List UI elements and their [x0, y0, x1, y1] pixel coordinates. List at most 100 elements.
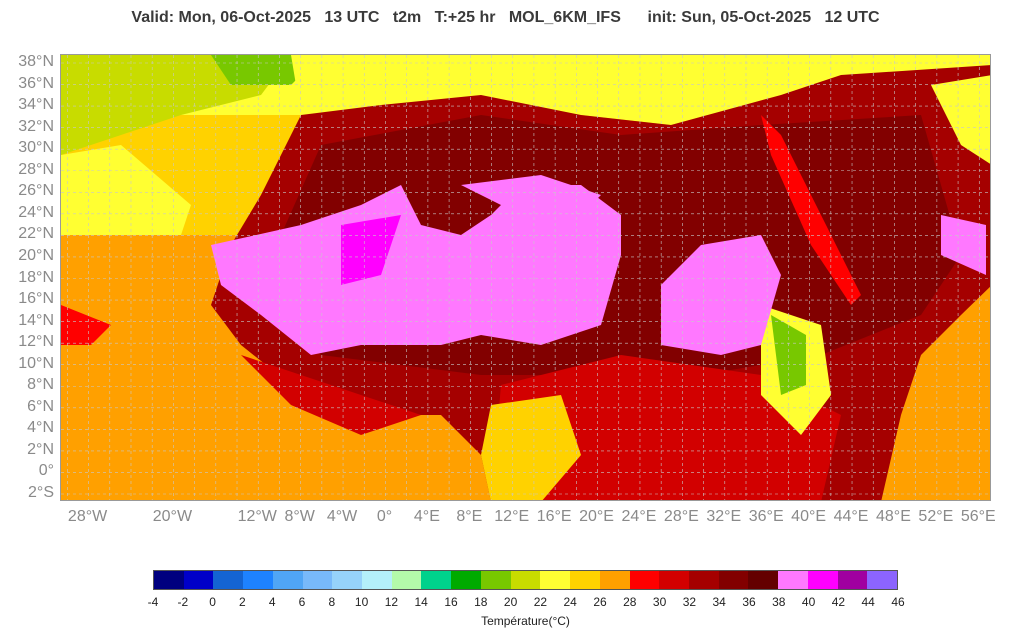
latitude-label: 8°N	[27, 376, 54, 394]
colorbar-tick-label: 46	[891, 595, 905, 609]
colorbar-swatch	[659, 571, 689, 589]
sahara-extreme	[211, 185, 621, 355]
latitude-label: 30°N	[18, 139, 54, 157]
colorbar-tick-label: 38	[772, 595, 786, 609]
latitude-label: 16°N	[18, 290, 54, 308]
colorbar-tick-label: 20	[503, 595, 518, 609]
longitude-label: 40°E	[791, 508, 827, 525]
latitude-label: 24°N	[18, 203, 54, 221]
libya-extreme	[461, 175, 601, 215]
longitude-label: 52°E	[918, 508, 954, 525]
longitude-label: 48°E	[876, 508, 911, 525]
sudan-extreme	[661, 235, 781, 355]
longitude-label: 4°W	[326, 508, 358, 525]
colorbar-tick-label: 16	[444, 595, 458, 609]
colorbar-swatch	[688, 571, 719, 589]
latitude-label: 12°N	[18, 333, 54, 351]
colorbar-swatch	[272, 571, 303, 589]
ocean-yellow	[61, 145, 191, 235]
colorbar-swatch	[510, 571, 541, 589]
colorbar-swatch	[778, 571, 808, 589]
longitude-label: 28°W	[67, 508, 108, 525]
colorbar-swatch	[213, 571, 244, 589]
colorbar-tick-label: 14	[414, 595, 428, 609]
colorbar-tick-label: 30	[652, 595, 667, 609]
colorbar-title: Température(°C)	[481, 614, 570, 628]
colorbar-tick-label: 34	[712, 595, 726, 609]
colorbar-tick-label: 18	[474, 595, 488, 609]
longitude-label: 32°E	[706, 508, 742, 525]
longitude-label: 20°E	[579, 508, 614, 525]
colorbar-tick-label: 0	[209, 595, 216, 609]
longitude-label: 16°E	[536, 508, 572, 525]
colorbar-tick-label: 6	[298, 595, 306, 609]
red-sea	[761, 115, 861, 305]
colorbar-tick-label: 28	[623, 595, 637, 609]
land-south	[491, 355, 841, 500]
latitude-label: 26°N	[18, 182, 54, 200]
ocean-hot	[61, 305, 111, 345]
colorbar-swatch	[629, 571, 660, 589]
latitude-label: 2°S	[28, 484, 54, 501]
longitude-label: 56°E	[960, 508, 996, 525]
colorbar-swatch	[480, 571, 511, 589]
colorbar-swatch	[421, 571, 452, 589]
mali-hotspot	[341, 215, 401, 285]
longitude-label: 12°E	[494, 508, 530, 525]
latitude-label: 18°N	[18, 268, 54, 286]
longitude-label: 28°E	[663, 508, 699, 525]
colorbar-swatch	[540, 571, 571, 589]
colorbar-swatch	[599, 571, 630, 589]
colorbar-swatch	[391, 571, 422, 589]
latitude-label: 22°N	[18, 225, 54, 243]
longitude-label: 4°E	[413, 508, 440, 525]
west-africa-coast	[241, 355, 421, 435]
colorbar-swatch	[807, 571, 838, 589]
latitude-label: 14°N	[18, 311, 54, 329]
colorbar-swatch	[570, 571, 600, 589]
colorbar-tick-label: 24	[563, 595, 577, 609]
latitude-label: 10°N	[18, 354, 54, 372]
colorbar-tick-label: 32	[682, 595, 697, 609]
longitude-label: 0°	[376, 508, 393, 525]
arabia-extreme	[941, 215, 986, 275]
colorbar-tick-label: 22	[533, 595, 548, 609]
longitude-label: 20°W	[152, 508, 193, 525]
colorbar-tick-label: 44	[861, 595, 875, 609]
colorbar-swatch	[362, 571, 392, 589]
colorbar-tick-label: 4	[268, 595, 276, 609]
colorbar-tick-label: 40	[801, 595, 816, 609]
latitude-label: 38°N	[18, 53, 54, 70]
latitude-label: 32°N	[18, 117, 54, 135]
graticule	[61, 55, 990, 500]
longitude-label: 36°E	[748, 508, 784, 525]
colorbar-swatch	[451, 571, 481, 589]
longitude-label: 8°E	[456, 508, 483, 525]
colorbar-swatch	[302, 571, 333, 589]
latitude-label: 2°N	[27, 440, 54, 458]
colorbar-swatch	[332, 571, 363, 589]
colorbar-swatch	[243, 571, 273, 589]
colorbar-swatch	[748, 571, 779, 589]
temperature-map	[60, 54, 991, 501]
latitude-label: 6°N	[27, 397, 54, 415]
latitude-label: 4°N	[27, 419, 54, 437]
colorbar-tick-label: 36	[742, 595, 756, 609]
longitude-label: 12°W	[237, 508, 277, 525]
temperature-field	[61, 55, 990, 500]
colorbar-swatch	[867, 571, 897, 589]
colorbar-tick-label: -4	[147, 595, 159, 609]
colorbar-swatch	[154, 571, 184, 589]
colorbar-tick-label: 10	[354, 595, 369, 609]
latitude-label: 34°N	[18, 96, 54, 114]
latitude-label: 36°N	[18, 74, 54, 92]
colorbar-swatch	[837, 571, 868, 589]
colorbar-tick-label: 26	[593, 595, 607, 609]
colorbar-tick-label: 42	[831, 595, 846, 609]
colorbar-swatch	[718, 571, 749, 589]
latitude-label: 0°	[38, 462, 54, 480]
longitude-label: 24°E	[621, 508, 657, 525]
colorbar-swatch	[183, 571, 214, 589]
longitude-label: 44°E	[833, 508, 869, 525]
iran-cool	[931, 75, 990, 164]
